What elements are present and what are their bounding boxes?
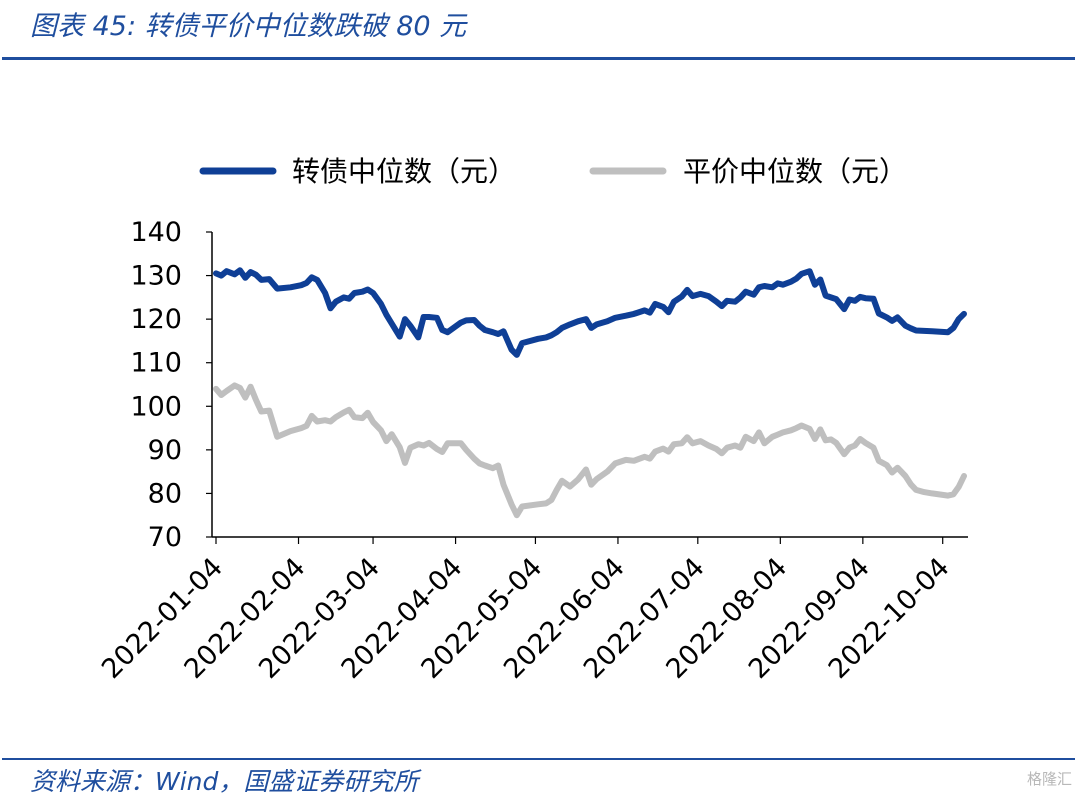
legend-label: 平价中位数（元） [683,155,907,188]
legend-label: 转债中位数（元） [292,155,516,188]
source-note: 资料来源：Wind，国盛证券研究所 [30,767,419,796]
y-tick-label: 110 [130,348,182,379]
watermark-logo: 格隆汇 [1026,770,1072,788]
footer-divider [2,758,1075,760]
y-tick-label: 100 [130,391,182,422]
figure-title: 图表 45: 转债平价中位数跌破 80 元 [30,11,467,42]
y-tick-label: 70 [148,522,182,553]
y-tick-label: 140 [130,217,182,248]
y-tick-label: 120 [130,304,182,335]
line-chart: 1401301201101009080702022-01-042022-02-0… [96,155,968,685]
series-line-2 [213,382,967,519]
y-tick-label: 90 [148,435,182,466]
y-tick-label: 130 [130,261,182,292]
y-tick-label: 80 [148,478,182,509]
title-divider [2,57,1075,60]
series-line-1 [213,267,967,358]
